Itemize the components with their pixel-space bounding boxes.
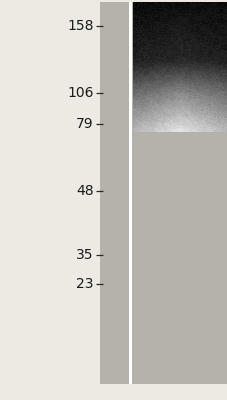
Text: 23: 23 (76, 277, 93, 291)
Text: 48: 48 (76, 184, 93, 198)
Text: 79: 79 (76, 117, 93, 131)
Bar (100, 2, 128, 384)
Text: 158: 158 (67, 19, 93, 33)
Text: 35: 35 (76, 248, 93, 262)
Bar (131, 2, 227, 384)
Bar (128, 2, 131, 384)
Text: 106: 106 (67, 86, 93, 100)
